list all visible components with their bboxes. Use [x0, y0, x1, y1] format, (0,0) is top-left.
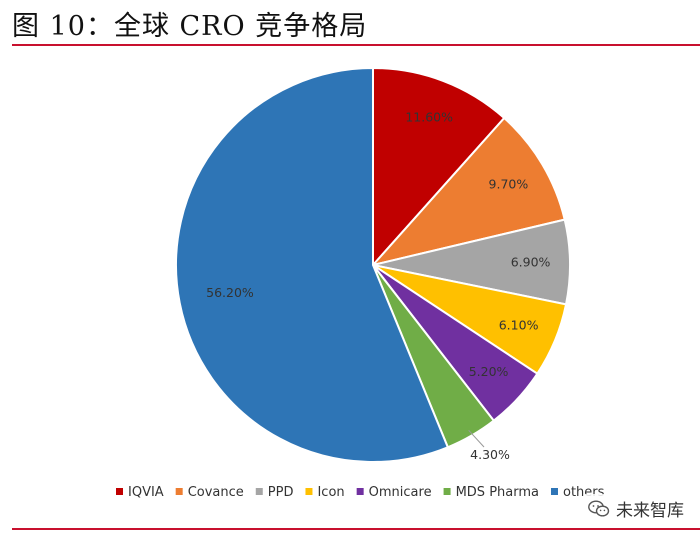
- legend-swatch-icon: [305, 488, 313, 495]
- legend-label-mds-pharma: MDS Pharma: [456, 485, 539, 500]
- legend: IQVIA Covance PPD Icon Omnicare MDS Pharma oth…: [116, 485, 605, 500]
- legend-label-covance: Covance: [188, 485, 244, 500]
- legend-label-omnicare: Omnicare: [369, 485, 432, 500]
- legend-swatch-mds-pharma: [443, 488, 451, 495]
- page-title: 图 10：全球 CRO 竞争格局: [12, 11, 368, 42]
- pie-slice-iqvia: [372, 66, 506, 268]
- legend-swatch-iqvia: [116, 488, 123, 495]
- legend-label-icon: Icon: [317, 485, 344, 500]
- pie-slice-others: [175, 66, 450, 463]
- legend-label-iqvia: IQVIA: [128, 485, 164, 500]
- legend-swatch-ppd: [255, 488, 263, 495]
- title-divider: [12, 44, 700, 46]
- legend-swatch-omnicare: [356, 488, 364, 495]
- legend-swatch-covance: [175, 488, 183, 495]
- legend-label-ppd: PPD: [268, 485, 294, 500]
- data-label-others: 56.20%: [206, 285, 254, 300]
- data-label-ppd: 6.90%: [511, 255, 551, 270]
- watermark: 未来智库: [584, 494, 688, 523]
- data-label-iqvia: 11.60%: [405, 110, 453, 125]
- pie-slices: [175, 66, 571, 463]
- data-label-icon: 6.10%: [499, 317, 539, 332]
- data-label-covance: 9.70%: [489, 176, 529, 191]
- pie-labels: 11.60% 9.70% 6.90% 6.10% 5.20% 4.30% 56.20%: [206, 110, 550, 462]
- footer-divider: [12, 528, 700, 530]
- pie-slice-covance: [370, 116, 566, 267]
- data-label-mds-pharma: 4.30%: [470, 447, 510, 462]
- wechat-icon: [588, 499, 610, 517]
- data-label-omnicare: 5.20%: [469, 364, 509, 379]
- leader-line-mds-pharma: [468, 429, 485, 448]
- legend-swatch-others: [550, 488, 558, 495]
- watermark-text: 未来智库: [616, 501, 684, 521]
